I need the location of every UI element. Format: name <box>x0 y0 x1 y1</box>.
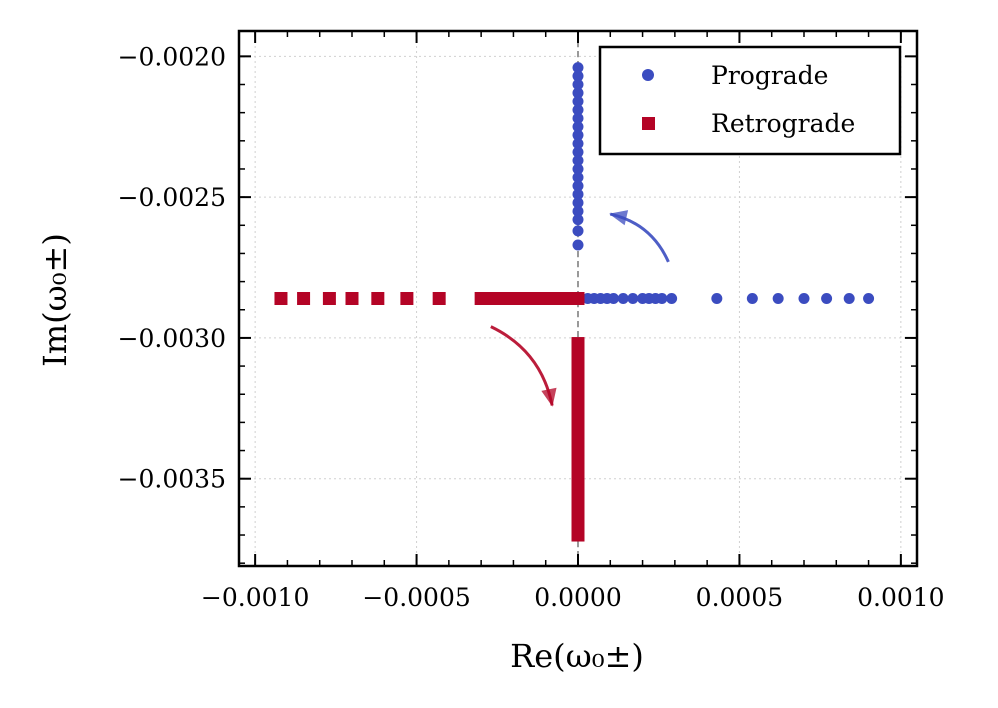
plot-area <box>274 62 875 542</box>
legend-box <box>598 45 902 156</box>
data-point-prograde <box>863 293 875 304</box>
arrow-prograde <box>609 212 670 263</box>
data-point-prograde <box>572 70 584 82</box>
data-point-prograde <box>572 79 584 90</box>
data-point-retrograde <box>571 528 585 542</box>
arrow-retrograde <box>490 325 554 406</box>
x-tick-label: −0.0005 <box>362 583 470 612</box>
legend-label-prograde: Prograde <box>711 61 828 90</box>
axis-ticks: −0.0010 −0.0005 0.0000 0.0005 0.0010 −0.0020 −… <box>118 31 945 612</box>
data-point-prograde <box>711 293 723 304</box>
data-point-prograde <box>572 180 584 192</box>
data-point-prograde <box>572 197 584 209</box>
data-point-prograde <box>572 214 584 226</box>
data-point-retrograde <box>274 292 288 305</box>
data-point-prograde <box>572 225 584 237</box>
x-tick-label: 0.0005 <box>696 583 783 612</box>
legend-label-retrograde: Retrograde <box>711 109 855 138</box>
data-point-prograde <box>572 62 584 74</box>
data-point-prograde <box>572 146 584 158</box>
data-point-prograde <box>798 293 810 304</box>
data-point-prograde <box>608 293 620 304</box>
data-point-prograde <box>572 205 584 217</box>
y-tick-label: −0.0025 <box>118 183 226 212</box>
data-point-prograde <box>572 163 584 175</box>
data-point-prograde <box>572 129 584 141</box>
y-tick-label: −0.0030 <box>118 324 226 353</box>
y-axis-label: Im(ω₀±) <box>36 233 74 367</box>
data-point-retrograde <box>571 292 585 305</box>
arrowhead-retrograde <box>541 387 557 407</box>
data-point-prograde <box>746 293 758 304</box>
data-point-prograde <box>572 188 584 200</box>
data-point-prograde <box>572 104 584 116</box>
y-tick-label: −0.0035 <box>118 465 226 494</box>
annotations <box>490 210 670 407</box>
data-point-prograde <box>572 95 584 107</box>
data-point-prograde <box>617 293 629 304</box>
data-point-retrograde <box>371 292 385 305</box>
legend-marker-prograde <box>642 69 654 81</box>
data-point-prograde <box>772 293 784 304</box>
legend-marker-retrograde <box>642 117 655 130</box>
data-point-retrograde <box>432 292 446 305</box>
data-point-prograde <box>572 138 584 150</box>
data-point-retrograde <box>400 292 414 305</box>
data-point-prograde <box>572 155 584 167</box>
data-point-prograde <box>843 293 855 304</box>
data-point-retrograde <box>322 292 336 305</box>
series-retrograde <box>274 292 585 542</box>
x-tick-label: 0.0000 <box>534 583 621 612</box>
y-tick-label: −0.0020 <box>118 42 226 71</box>
data-point-prograde <box>656 293 668 304</box>
data-point-retrograde <box>297 292 311 305</box>
data-point-prograde <box>666 293 678 304</box>
data-point-retrograde <box>345 292 359 305</box>
x-axis-label: Re(ω₀±) <box>510 637 644 675</box>
data-point-prograde <box>572 239 584 251</box>
data-point-prograde <box>572 87 584 99</box>
data-point-prograde <box>572 171 584 183</box>
data-point-prograde <box>821 293 833 304</box>
x-tick-label: 0.0010 <box>857 583 944 612</box>
data-point-prograde <box>627 293 639 304</box>
arrowhead-prograde <box>609 210 629 226</box>
data-point-prograde <box>572 121 584 133</box>
legend: Prograde Retrograde <box>598 45 902 156</box>
data-point-prograde <box>572 112 584 124</box>
x-tick-label: −0.0010 <box>201 583 309 612</box>
